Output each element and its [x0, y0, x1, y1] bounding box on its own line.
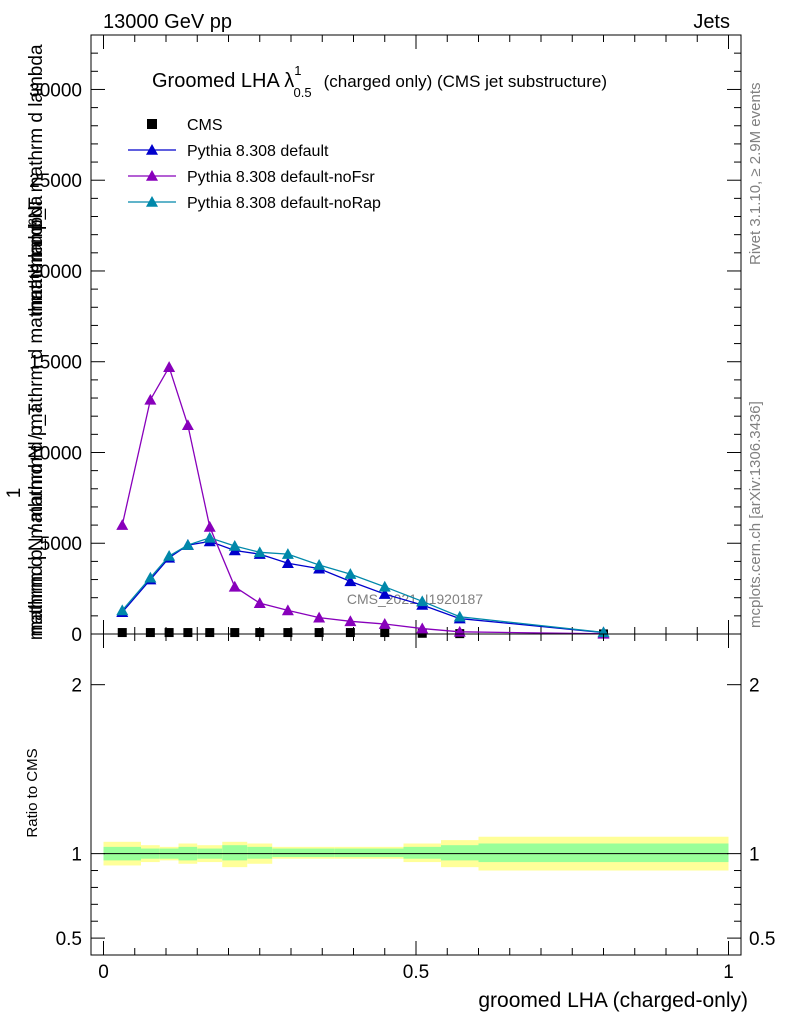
ylabel-denom-2: mathrm d N / mathrm d p_T — [26, 403, 47, 637]
series-3 — [116, 531, 610, 638]
header-right: Jets — [693, 11, 730, 33]
ratio-ytick-label-right: 1 — [749, 845, 760, 866]
data-point — [313, 559, 326, 570]
data-point — [144, 393, 157, 405]
ratio-ytick-label: 0.5 — [56, 929, 82, 950]
data-point — [116, 604, 129, 616]
data-point — [230, 628, 240, 638]
xtick-label: 1 — [723, 962, 734, 983]
data-point — [344, 568, 357, 579]
series-line — [121, 540, 604, 634]
ratio-ytick-label-right: 0.5 — [749, 929, 775, 950]
ratio-ytick-label: 1 — [71, 845, 82, 866]
ytick-label: 0 — [71, 625, 82, 646]
data-point — [378, 588, 391, 599]
data-point — [203, 520, 216, 532]
data-point — [181, 539, 194, 550]
data-point — [313, 611, 326, 623]
data-point — [181, 419, 194, 431]
data-point — [283, 628, 293, 638]
ratio-band-inner — [478, 843, 729, 863]
ratio-band-inner — [222, 845, 248, 861]
data-point — [344, 615, 357, 627]
data-point — [228, 539, 241, 551]
series-line — [121, 537, 604, 634]
ratio-ytick-label-right: 2 — [749, 676, 760, 697]
data-point — [344, 575, 357, 587]
series-2 — [116, 361, 610, 639]
data-point — [253, 546, 266, 558]
data-point — [203, 531, 216, 543]
ylabel-numer-1: mathrm d²N — [26, 205, 47, 305]
ratio-band-inner — [441, 845, 479, 861]
ytick-label: 25000 — [29, 171, 82, 192]
series-line — [121, 365, 604, 635]
data-point — [281, 604, 294, 616]
data-point — [253, 597, 266, 608]
data-point — [116, 519, 129, 530]
data-point — [183, 628, 193, 638]
legend-label: Pythia 8.308 default — [187, 143, 329, 160]
ylabel-denom-3: mathrmd p_mathrmd N / mathrm d mathrm d … — [26, 195, 47, 640]
ratio-band-inner — [272, 848, 304, 858]
legend-entry: Pythia 8.308 default — [128, 143, 329, 160]
legend-marker — [146, 144, 158, 155]
ylabel-numer-2: mathrm d p_T mathrm d lambda — [26, 44, 47, 315]
ratio-band-inner — [403, 846, 441, 859]
data-point — [144, 571, 157, 583]
side-text-source: mcplots.cern.ch [arXiv:1306.3436] — [747, 401, 764, 628]
data-point — [205, 628, 215, 638]
data-point — [345, 628, 355, 638]
legend-label: CMS — [187, 117, 223, 134]
xtick-label: 0 — [98, 962, 109, 983]
ratio-band-inner — [303, 848, 335, 858]
legend-label: Pythia 8.308 default-noRap — [187, 195, 381, 212]
data-point — [416, 595, 429, 607]
ratio-frame — [90, 633, 742, 956]
data-point — [163, 549, 176, 561]
ratio-panel: 0.5 0.5 1 1 2 2 0 0.5 1 — [56, 633, 775, 983]
ytick-label: 20000 — [29, 262, 82, 283]
data-point — [453, 610, 466, 622]
ratio-ytick-label: 2 — [71, 676, 82, 697]
xtick-label: 0.5 — [403, 962, 429, 983]
legend-label: Pythia 8.308 default-noFsr — [187, 169, 375, 186]
main-panel: 050001000015000200002500030000CMS_2021_I… — [29, 34, 742, 646]
data-point — [281, 548, 294, 559]
legend-entry: Pythia 8.308 default-noRap — [128, 195, 381, 212]
data-point — [228, 580, 241, 592]
legend-entry: Pythia 8.308 default-noFsr — [128, 169, 375, 186]
ratio-band-inner — [366, 848, 404, 858]
ytick-label: 15000 — [29, 353, 82, 374]
xlabel: groomed LHA (charged-only) — [478, 989, 748, 1012]
ratio-band-inner — [247, 846, 273, 859]
ytick-label: 10000 — [29, 443, 82, 464]
data-point — [145, 628, 155, 638]
ytick-label: 5000 — [40, 534, 82, 555]
data-point — [281, 557, 294, 569]
data-point — [314, 628, 324, 638]
chart-title: Groomed LHA λ1 0.5(charged only) (CMS jet… — [152, 63, 607, 100]
data-point — [164, 628, 174, 638]
data-point — [117, 628, 127, 638]
legend-marker — [146, 170, 158, 181]
legend-entry: CMS — [147, 117, 223, 134]
data-point — [380, 628, 390, 638]
side-text-events: Rivet 3.1.10, ≥ 2.9M events — [747, 83, 764, 266]
data-point — [163, 361, 176, 372]
data-point — [378, 618, 391, 629]
ratio-band-inner — [334, 848, 366, 858]
legend-marker — [147, 119, 157, 129]
legend-marker — [146, 196, 158, 207]
data-point — [416, 622, 429, 634]
data-point — [378, 580, 391, 592]
data-point — [255, 628, 265, 638]
ratio-ylabel: Ratio to CMS — [24, 748, 41, 837]
ylabel-denom-1: 1 — [4, 488, 25, 499]
header-left: 13000 GeV pp — [103, 11, 232, 33]
ytick-label: 30000 — [29, 80, 82, 101]
